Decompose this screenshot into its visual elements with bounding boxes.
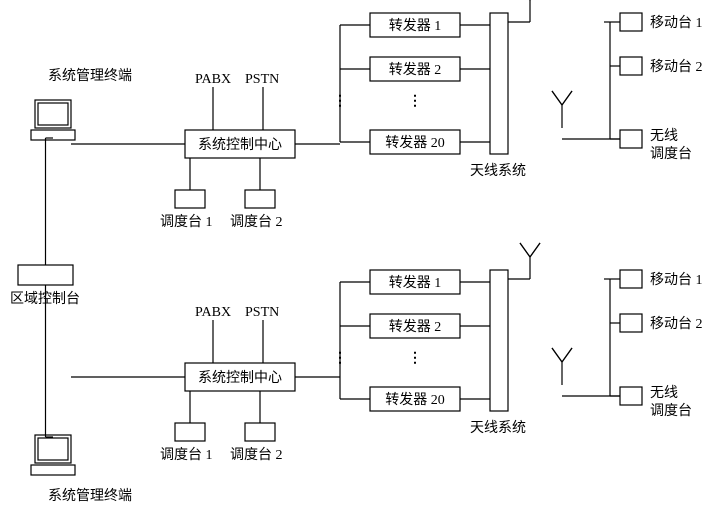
wireless-dispatch [620,387,642,405]
wireless-dispatch-label: 无线调度台 [650,128,692,162]
mobile-1-label: 移动台 1 [650,15,703,31]
mgmt-terminal-icon-lower-base [31,465,75,475]
mgmt-terminal-icon-lower-screen [38,438,68,460]
bus-ellipsis: ⋮ [333,92,347,108]
mgmt-terminal-label-lower: 系统管理终端 [48,488,132,504]
bus-ellipsis: ⋮ [333,349,347,365]
pabx-label: PABX [195,72,231,87]
dispatch-2-label: 调度台 2 [230,214,283,230]
repeater-label-1: 转发器 1 [389,275,442,291]
repeater-ellipsis: ⋮ [408,349,422,365]
mgmt-terminal-label-upper: 系统管理终端 [48,68,132,84]
mobile-2-label: 移动台 2 [650,316,703,332]
dispatch-1 [175,190,205,208]
wireless-antenna-icon [552,348,572,362]
mgmt-terminal-icon-upper-screen [38,103,68,125]
dispatch-2-label: 调度台 2 [230,447,283,463]
wireless-dispatch [620,130,642,148]
mobile-2-label: 移动台 2 [650,59,703,75]
antenna-icon [520,243,540,257]
antenna-system-bar [490,13,508,154]
dispatch-2 [245,190,275,208]
antenna-system-label: 天线系统 [470,420,526,436]
wireless-antenna-icon [552,91,572,105]
pabx-label: PABX [195,305,231,320]
repeater-label-3: 转发器 20 [385,392,445,408]
dispatch-1 [175,423,205,441]
repeater-label-2: 转发器 2 [389,62,442,78]
mobile-2 [620,57,642,75]
pstn-label: PSTN [245,72,279,87]
system-control-center-label: 系统控制中心 [198,370,282,386]
mobile-1 [620,13,642,31]
mobile-1 [620,270,642,288]
repeater-label-1: 转发器 1 [389,18,442,34]
antenna-system-label: 天线系统 [470,163,526,179]
repeater-ellipsis: ⋮ [408,92,422,108]
repeater-label-2: 转发器 2 [389,319,442,335]
dispatch-1-label: 调度台 1 [160,214,213,230]
wireless-dispatch-label: 无线调度台 [650,385,692,419]
system-control-center-label: 系统控制中心 [198,137,282,153]
dispatch-1-label: 调度台 1 [160,447,213,463]
antenna-system-bar [490,270,508,411]
system-diagram: 系统控制中心 PABX PSTN 调度台 1 调度台 2 转发器 1 转发器 2 转发器 20… [0,0,704,520]
mobile-2 [620,314,642,332]
regional-console [18,265,73,285]
repeater-label-3: 转发器 20 [385,135,445,151]
dispatch-2 [245,423,275,441]
mobile-1-label: 移动台 1 [650,272,703,288]
pstn-label: PSTN [245,305,279,320]
